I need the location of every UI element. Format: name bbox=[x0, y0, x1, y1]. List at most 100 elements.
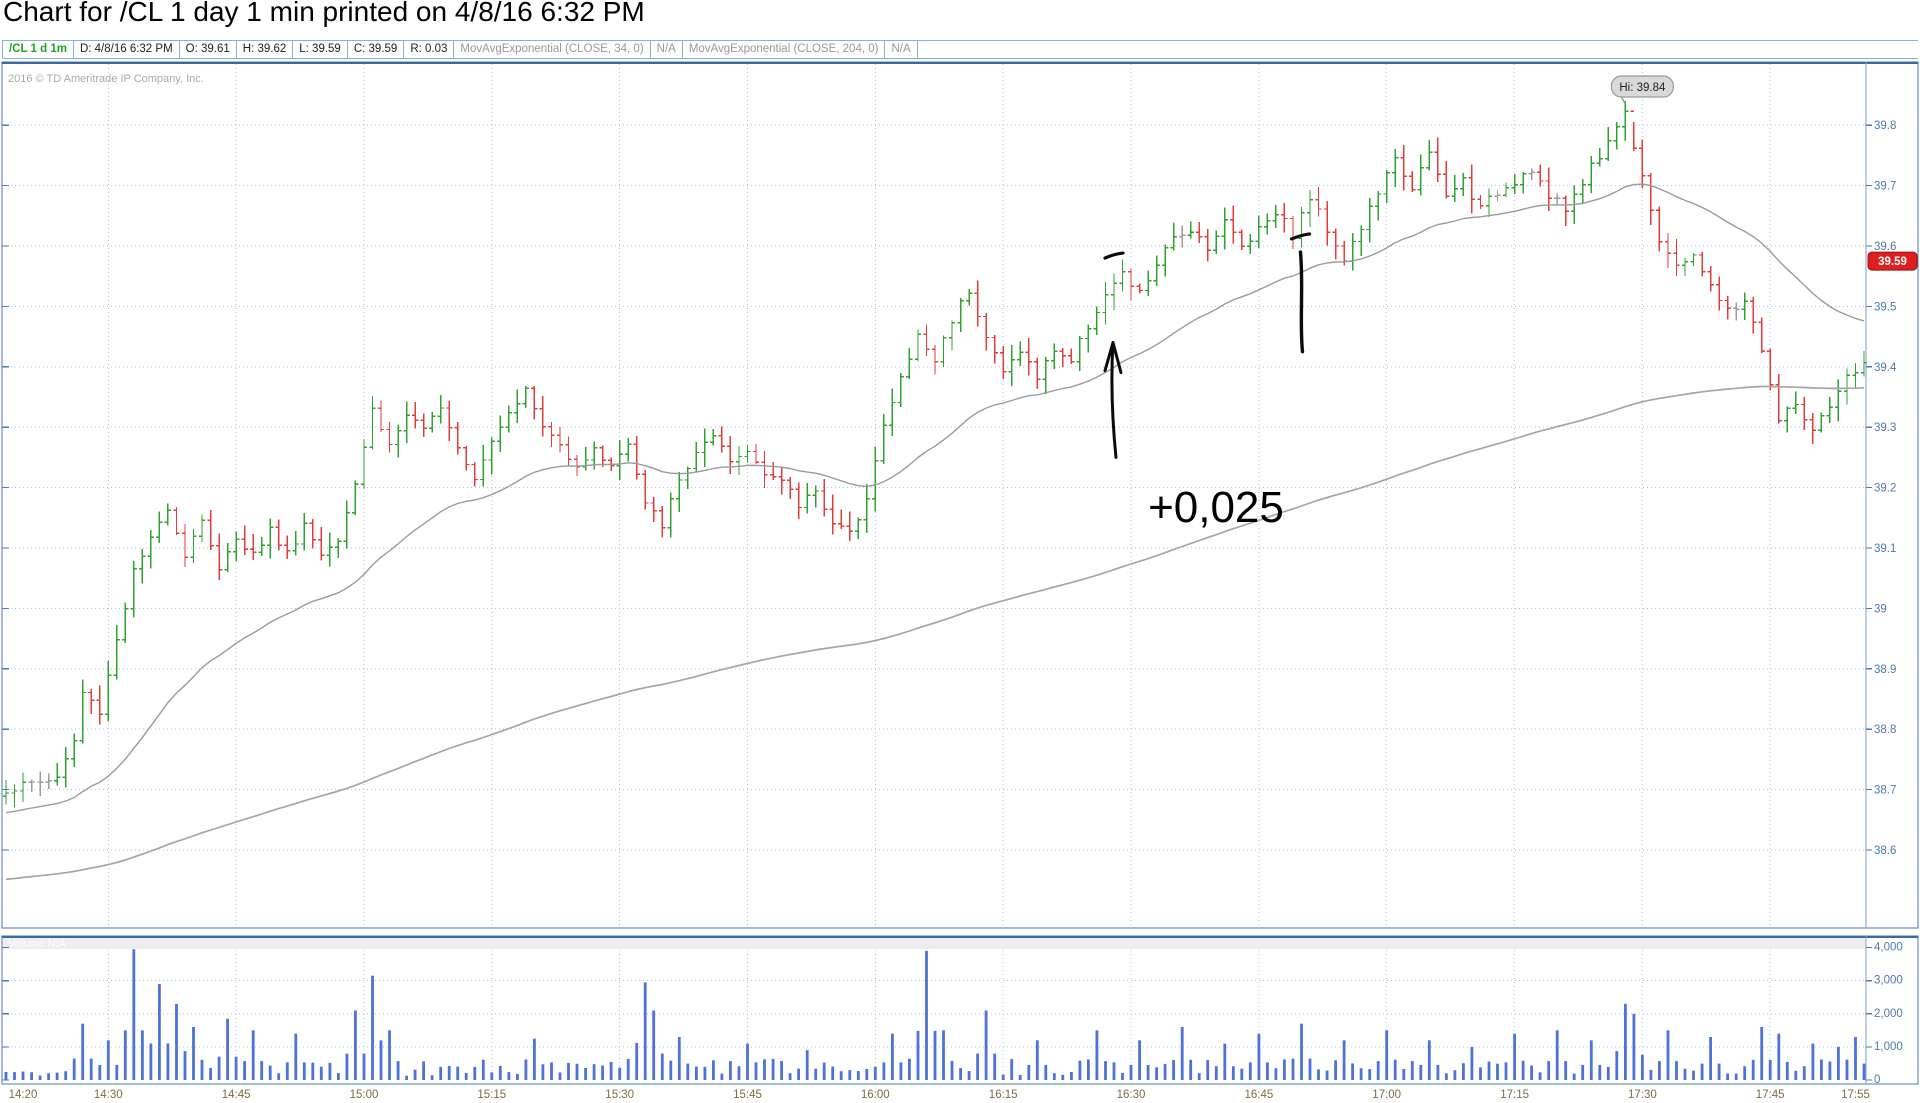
ohlc-bar bbox=[1281, 203, 1288, 233]
ohlc-bar bbox=[1519, 171, 1527, 194]
price-axis-label: 38.6 bbox=[1874, 845, 1896, 857]
ohlc-bar bbox=[360, 439, 368, 490]
ohlc-bar bbox=[1477, 195, 1484, 210]
ohlc-bar bbox=[889, 388, 896, 436]
volume-bar bbox=[1802, 1066, 1806, 1080]
ohlc-bar bbox=[173, 507, 180, 536]
volume-bar bbox=[1018, 1075, 1022, 1080]
ohlc-bar bbox=[684, 466, 691, 490]
ohlc-bar bbox=[446, 400, 453, 441]
header-cell-6: R: 0.03 bbox=[404, 41, 455, 58]
ohlc-bar bbox=[650, 497, 657, 523]
ohlc-bar bbox=[1681, 257, 1689, 276]
price-axis-label: 39.1 bbox=[1874, 543, 1896, 555]
volume-bar bbox=[1547, 1061, 1551, 1080]
ohlc-bar bbox=[335, 537, 342, 558]
volume-bar bbox=[891, 1033, 894, 1080]
volume-bar bbox=[1078, 1060, 1082, 1080]
ohlc-bar bbox=[923, 324, 930, 357]
volume-bar bbox=[601, 1065, 604, 1080]
volume-bar bbox=[388, 1030, 391, 1080]
header-cell-9: MovAvgExponential (CLOSE, 204, 0) bbox=[682, 41, 886, 58]
ohlc-bar bbox=[1801, 397, 1808, 430]
ohlc-bar bbox=[250, 534, 257, 560]
main-chart-plot-area[interactable] bbox=[3, 64, 1866, 926]
ohlc-bar bbox=[403, 401, 410, 443]
ohlc-bar bbox=[1468, 164, 1476, 214]
ohlc-bar bbox=[377, 400, 385, 432]
time-axis-label: 15:00 bbox=[350, 1089, 379, 1101]
time-axis-label: 15:30 bbox=[605, 1089, 634, 1101]
ohlc-bar bbox=[113, 625, 120, 680]
volume-bar bbox=[831, 1066, 835, 1080]
volume-bar bbox=[72, 1058, 76, 1080]
volume-bar bbox=[1470, 1046, 1474, 1080]
volume-bar bbox=[89, 1058, 93, 1080]
volume-bar bbox=[1325, 1070, 1329, 1080]
volume-bar bbox=[1163, 1063, 1167, 1080]
ohlc-bar bbox=[326, 532, 334, 567]
volume-bar bbox=[1675, 1061, 1678, 1080]
ohlc-bar bbox=[838, 509, 845, 529]
volume-bar bbox=[1095, 1030, 1099, 1080]
ohlc-bar bbox=[1153, 255, 1160, 286]
volume-bar bbox=[1811, 1043, 1815, 1080]
volume-bar bbox=[1487, 1061, 1491, 1080]
volume-bar bbox=[251, 1030, 255, 1080]
volume-bar bbox=[1240, 1068, 1244, 1080]
volume-bar bbox=[260, 1061, 264, 1080]
volume-bar bbox=[1615, 1051, 1619, 1080]
volume-bar bbox=[524, 1059, 528, 1080]
page-title: Chart for /CL 1 day 1 min printed on 4/8… bbox=[3, 0, 645, 27]
ohlc-bar bbox=[1426, 139, 1433, 171]
ohlc-bar bbox=[190, 528, 197, 563]
ohlc-bar bbox=[514, 389, 521, 424]
volume-bar bbox=[1785, 1061, 1789, 1080]
volume-axis-label: 0 bbox=[1874, 1074, 1880, 1086]
volume-bar bbox=[677, 1037, 681, 1080]
volume-bar bbox=[1214, 1066, 1218, 1080]
time-axis-label: 14:20 bbox=[9, 1089, 38, 1101]
ohlc-bar bbox=[1588, 155, 1595, 194]
volume-bar bbox=[243, 1061, 246, 1080]
ohlc-bar bbox=[1196, 221, 1203, 244]
hi-bubble-tail bbox=[1620, 96, 1627, 105]
hi-bubble-label: Hi: 39.84 bbox=[1619, 82, 1666, 94]
volume-bar bbox=[13, 1072, 16, 1080]
volume-bar bbox=[1513, 1033, 1516, 1080]
ohlc-bar bbox=[1315, 187, 1322, 217]
volume-bar bbox=[984, 1010, 988, 1080]
ohlc-bar bbox=[36, 771, 44, 796]
volume-bar bbox=[686, 1063, 690, 1080]
ohlc-bar bbox=[1630, 110, 1638, 152]
price-axis-area[interactable] bbox=[1867, 62, 1920, 1084]
time-axis-area[interactable] bbox=[2, 1086, 1918, 1102]
volume-bar bbox=[575, 1063, 579, 1080]
hand-drawn-annotations: +0,025 bbox=[1103, 232, 1312, 532]
volume-bar bbox=[1692, 1070, 1695, 1080]
panel-borders-and-ticks bbox=[1, 61, 1919, 1085]
volume-bar bbox=[158, 984, 161, 1080]
ohlc-bar bbox=[1170, 222, 1177, 251]
ema-34-line bbox=[5, 183, 1865, 814]
ohlc-bar bbox=[275, 519, 282, 551]
volume-bar bbox=[584, 1068, 587, 1080]
volume-bar bbox=[328, 1062, 332, 1080]
ohlc-bar bbox=[19, 772, 27, 803]
ohlc-bar bbox=[897, 373, 905, 407]
volume-bar bbox=[993, 1053, 997, 1080]
volume-bar bbox=[899, 1062, 903, 1080]
volume-bar bbox=[822, 1062, 826, 1080]
volume-bar bbox=[1035, 1040, 1039, 1080]
ohlc-bar bbox=[599, 445, 606, 467]
ohlc-bar bbox=[428, 411, 436, 433]
volume-bar bbox=[950, 1061, 954, 1080]
volume-plot-area[interactable] bbox=[3, 938, 1866, 1082]
ohlc-bar bbox=[1119, 259, 1126, 292]
ohlc-bar bbox=[1494, 190, 1501, 202]
ohlc-bar bbox=[122, 602, 129, 643]
price-axis-label: 39.4 bbox=[1874, 362, 1897, 374]
ohlc-bar bbox=[1690, 252, 1697, 266]
volume-bar bbox=[481, 1059, 485, 1080]
